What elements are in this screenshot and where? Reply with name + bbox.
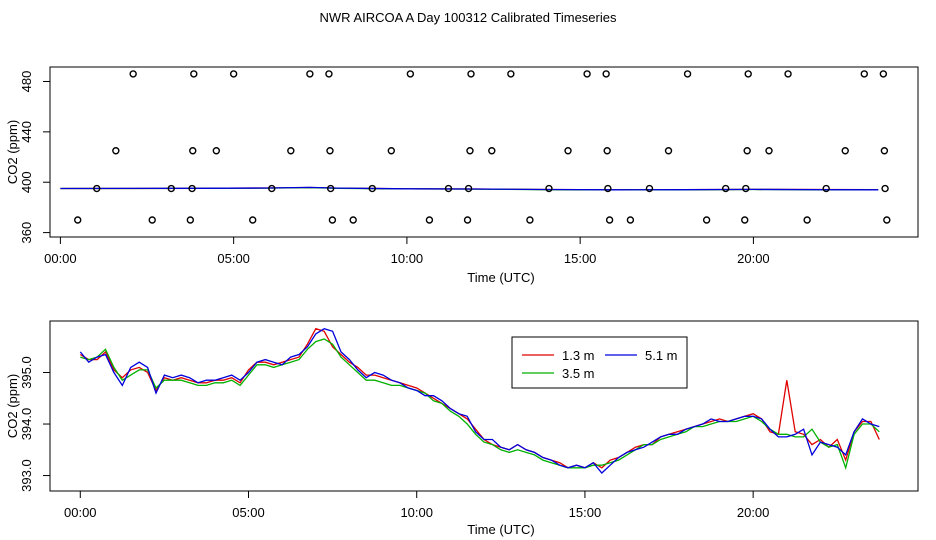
calibration-point: [683, 70, 692, 78]
calibration-point: [664, 147, 673, 155]
calibration-point: [425, 216, 434, 224]
x-tick-label: 15:00: [569, 505, 602, 520]
y-axis-label: CO2 (ppm): [5, 120, 20, 184]
y-tick-label: 394.0: [19, 408, 34, 441]
x-tick-label: 10:00: [400, 505, 433, 520]
calibration-point: [466, 147, 474, 155]
calibration-point: [463, 216, 472, 224]
calibration-point: [406, 70, 415, 78]
calibration-point: [822, 184, 830, 193]
calibration-point: [186, 216, 195, 224]
y-tick-label: 400: [19, 171, 34, 193]
calibration-point: [368, 184, 376, 193]
calibration-point: [112, 147, 120, 155]
calibration-point: [467, 70, 475, 78]
calibration-point: [880, 147, 889, 155]
x-tick-label: 20:00: [737, 505, 770, 520]
calibration-point: [188, 184, 196, 193]
calibration-point: [881, 184, 889, 193]
calibration-point: [167, 184, 175, 193]
calibration-point: [287, 147, 295, 155]
calibration-point: [602, 70, 610, 78]
calibration-point: [545, 184, 553, 193]
calibration-point: [325, 70, 333, 78]
series-line-h13: [79, 327, 880, 469]
bottom-panel: 00:00 05:00 10:00 15:00 20:00 393.0 394.0 395.0…: [5, 320, 919, 537]
calibration-point: [129, 70, 137, 78]
calibration-point: [464, 184, 473, 193]
calibration-point: [744, 70, 752, 78]
calibration-point: [190, 70, 198, 78]
calibration-point: [268, 184, 276, 193]
calibration-point: [148, 216, 156, 224]
calibration-point: [743, 147, 751, 155]
calibration-point: [626, 216, 635, 224]
calibration-point: [326, 147, 334, 155]
calibration-point: [507, 70, 515, 78]
x-tick-label: 00:00: [44, 251, 77, 266]
calibration-point: [229, 70, 238, 78]
calibration-point: [249, 216, 257, 224]
calibration-point: [306, 70, 314, 78]
calibration-point: [349, 216, 357, 224]
series-line-h51: [60, 186, 879, 191]
y-tick-label: 395.0: [19, 356, 34, 389]
calibration-point: [803, 216, 811, 224]
calibration-point: [444, 184, 453, 193]
x-tick-label: 15:00: [564, 251, 597, 266]
chart-title: NWR AIRCOA A Day 100312 Calibrated Times…: [320, 10, 617, 25]
y-tick-label: 360: [19, 222, 34, 244]
calibration-point: [326, 184, 335, 193]
calibration-point: [702, 216, 711, 224]
calibration-point: [784, 70, 792, 78]
calibration-point: [93, 184, 101, 193]
legend-label: 1.3 m: [562, 348, 595, 363]
legend-box: [511, 336, 688, 389]
calibration-point: [841, 147, 849, 155]
x-axis-label: Time (UTC): [467, 522, 534, 537]
calibration-point: [721, 184, 730, 193]
series-line-h35: [80, 338, 880, 471]
legend-label: 3.5 m: [562, 366, 595, 381]
x-tick-label: 05:00: [232, 505, 265, 520]
x-tick-label: 10:00: [391, 251, 424, 266]
calibration-point: [212, 147, 221, 155]
legend-label: 5.1 m: [645, 348, 678, 363]
calibration-point: [604, 184, 612, 193]
series-line-h51: [79, 327, 880, 474]
plot-frame: [49, 320, 919, 492]
calibration-point: [645, 184, 654, 193]
calibration-point: [189, 147, 197, 155]
calibration-point: [879, 70, 888, 78]
y-tick-label: 440: [19, 121, 34, 143]
y-tick-label: 393.0: [19, 459, 34, 492]
calibration-point: [605, 216, 614, 224]
calibration-point: [488, 147, 496, 155]
legend: 1.3 m 3.5 m 5.1 m: [511, 336, 688, 389]
calibration-point: [742, 184, 750, 193]
x-tick-label: 00:00: [64, 505, 97, 520]
calibration-point: [564, 147, 572, 155]
y-tick-label: 480: [19, 71, 34, 93]
top-panel: 00:00 05:00 10:00 15:00 20:00 360 400 440 480 Tim…: [5, 66, 919, 285]
x-tick-label: 05:00: [217, 251, 250, 266]
calibration-point: [74, 216, 82, 224]
calibration-point: [883, 216, 891, 224]
calibration-point: [583, 70, 591, 78]
calibration-point: [387, 147, 396, 155]
x-axis-label: Time (UTC): [467, 270, 534, 285]
calibration-point: [741, 216, 749, 224]
calibration-point: [328, 216, 337, 224]
plot-frame: [49, 66, 919, 238]
calibration-point: [860, 70, 868, 78]
calibration-point: [765, 147, 773, 155]
x-tick-label: 20:00: [737, 251, 770, 266]
calibration-point: [603, 147, 611, 155]
calibration-point: [526, 216, 534, 224]
y-axis-label: CO2 (ppm): [5, 374, 20, 438]
